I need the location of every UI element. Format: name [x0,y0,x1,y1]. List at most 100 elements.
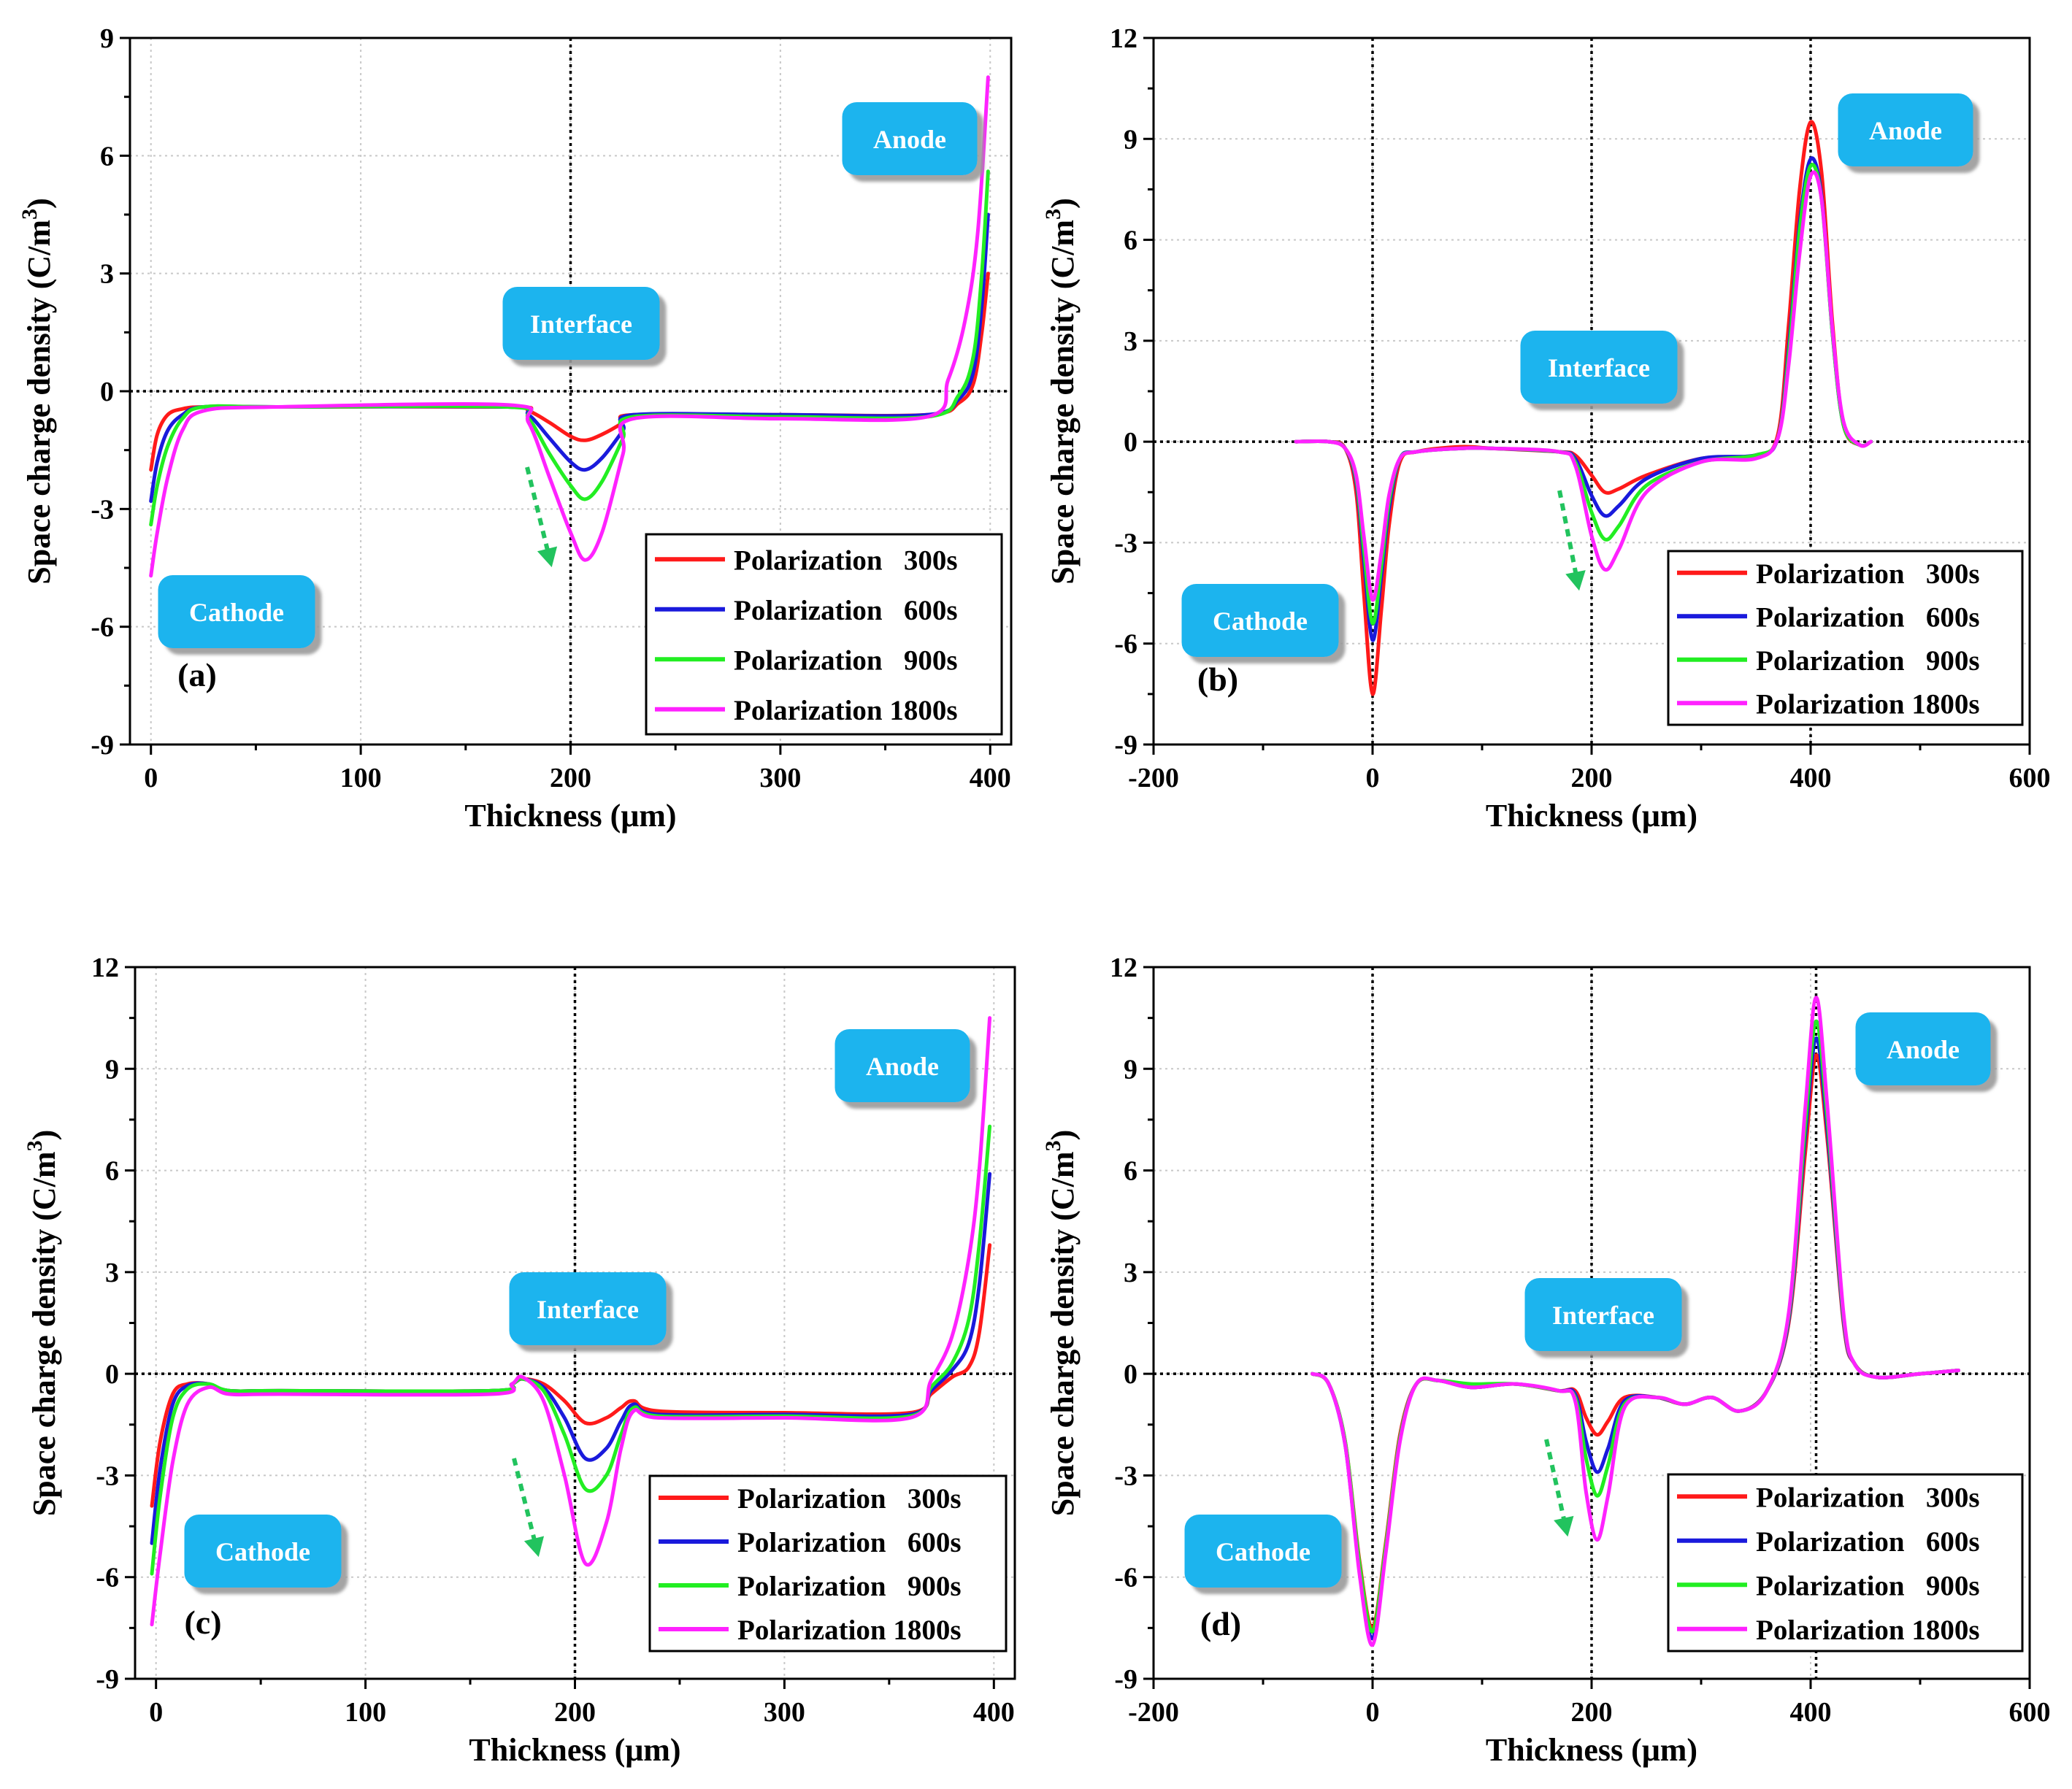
x-tick-label: 400 [1790,1697,1832,1728]
y-tick-label: 9 [1124,124,1137,155]
y-tick-label: -6 [91,612,114,643]
y-axis-title: Space charge density (C/m3) [18,198,57,585]
y-tick-label: -9 [1114,1664,1137,1695]
y-tick-label: 12 [1110,953,1137,983]
cathode-tag: Cathode [184,1515,342,1588]
cathode-tag-box [1184,1515,1342,1588]
panel-d: -200 0 200 400 600 -9 -6 -3 0 3 6 9 12 Thickness (μm)… [1041,953,2051,1768]
interface-tag: Interface [509,1272,667,1345]
y-axis-title-main: Space charge density (C/m [1045,220,1081,585]
y-tick-label: 3 [100,259,114,290]
trend-arrow [512,1458,539,1550]
x-tick-label: 200 [1571,1697,1613,1728]
y-axis-title-superscript: 3 [18,209,42,220]
panel-c: 0 100 200 300 400 -9 -6 -3 0 3 6 9 12 Thickness (μm) S… [23,953,1016,1768]
y-tick-label: -6 [96,1563,119,1593]
y-tick-label: -3 [91,494,114,525]
trend-arrow-head [523,1536,545,1558]
series-line-900s [150,1124,992,1576]
legend-label-600s: Polarization 600s [1756,601,1980,633]
anode-tag-box [1855,1012,1991,1085]
anode-tag: Anode [1838,93,1973,166]
anode-tag-label: Anode [873,125,946,154]
anode-tag: Anode [1855,1012,1991,1085]
x-axis-title: Thickness (μm) [464,798,676,834]
x-tick-label: 400 [973,1697,1015,1728]
series-line-1800s [149,75,990,578]
interface-tag-label: Interface [1552,1301,1654,1330]
y-tick-label: 9 [105,1054,119,1085]
legend-label-900s: Polarization 900s [1756,1570,1980,1601]
legend-label-600s: Polarization 600s [1756,1526,1980,1558]
x-tick-label: 200 [554,1697,596,1728]
trend-arrow-head [537,546,558,568]
legend-label-900s: Polarization 900s [734,645,958,676]
y-tick-label: 6 [1124,226,1137,256]
cathode-tag-label: Cathode [1213,607,1308,636]
legend-label-300s: Polarization 300s [737,1483,962,1515]
y-tick-label: 12 [1110,23,1137,54]
y-tick-label: -3 [1114,528,1137,558]
x-tick-label: 0 [1366,763,1380,793]
y-tick-label: -3 [96,1461,119,1491]
cathode-tag: Cathode [158,575,315,648]
y-tick-label: 6 [105,1156,119,1187]
cathode-tag-box [1181,584,1339,657]
legend-box [648,1474,1008,1653]
y-axis-title-end: ) [26,1130,62,1141]
interface-tag-box [1520,331,1678,404]
interface-tag: Interface [502,287,660,360]
y-tick-label: 6 [1124,1156,1137,1187]
legend-label-900s: Polarization 900s [737,1571,962,1602]
y-axis-title: Space charge density (C/m3) [1041,1130,1081,1517]
anode-tag-box [842,102,978,175]
cathode-tag-label: Cathode [1216,1537,1311,1566]
cathode-tag-label: Cathode [189,598,284,627]
y-tick-label: -6 [1114,629,1137,660]
cathode-tag-box [184,1515,342,1588]
series-line-900s [149,169,990,527]
legend: Polarization 300s Polarization 600s Polari… [1667,1473,2024,1653]
x-tick-label: -200 [1128,1697,1179,1728]
trend-arrow-head [1554,1515,1574,1537]
interface-tag: Interface [1520,331,1678,404]
trend-arrow [525,466,552,560]
legend-label-900s: Polarization 900s [1756,645,1980,677]
x-tick-label: 200 [550,763,591,793]
y-axis-title-superscript: 3 [23,1140,47,1151]
panel-label: (b) [1197,661,1238,698]
x-tick-label: 200 [1571,763,1613,793]
legend-label-300s: Polarization 300s [1756,1482,1980,1513]
legend-box [645,533,1003,736]
series-line-1800s [150,1016,992,1627]
legend-label-300s: Polarization 300s [1756,558,1980,590]
anode-tag-label: Anode [1869,116,1942,145]
trend-arrow [1544,1439,1568,1529]
legend: Polarization 300s Polarization 600s Polari… [1667,550,2024,726]
x-axis-title: Thickness (μm) [1486,798,1697,834]
y-tick-label: 0 [1124,1359,1137,1390]
y-axis-title-end: ) [1045,198,1081,209]
y-axis-title-superscript: 3 [1041,1140,1065,1151]
interface-tag-label: Interface [537,1295,639,1324]
y-axis-title-main: Space charge density (C/m [21,220,57,585]
y-tick-label: 3 [105,1258,119,1288]
anode-tag-label: Anode [866,1052,939,1081]
y-axis-title-main: Space charge density (C/m [1045,1151,1081,1516]
y-tick-label: -6 [1114,1563,1137,1593]
legend-label-600s: Polarization 600s [737,1527,962,1558]
trend-arrow-head [1565,570,1586,591]
panel-label: (a) [177,656,217,693]
anode-tag: Anode [842,102,978,175]
legend-label-1800s: Polarization 1800s [1756,1615,1980,1646]
panel-label: (c) [184,1604,221,1641]
anode-tag-label: Anode [1887,1035,1960,1064]
anode-tag-box [834,1029,970,1102]
y-tick-label: 9 [100,23,114,54]
y-tick-label: -9 [96,1664,119,1695]
x-axis-title: Thickness (μm) [1486,1732,1697,1768]
x-tick-label: 100 [345,1697,386,1728]
legend-label-600s: Polarization 600s [734,595,958,626]
legend: Polarization 300s Polarization 600s Polari… [645,533,1003,736]
